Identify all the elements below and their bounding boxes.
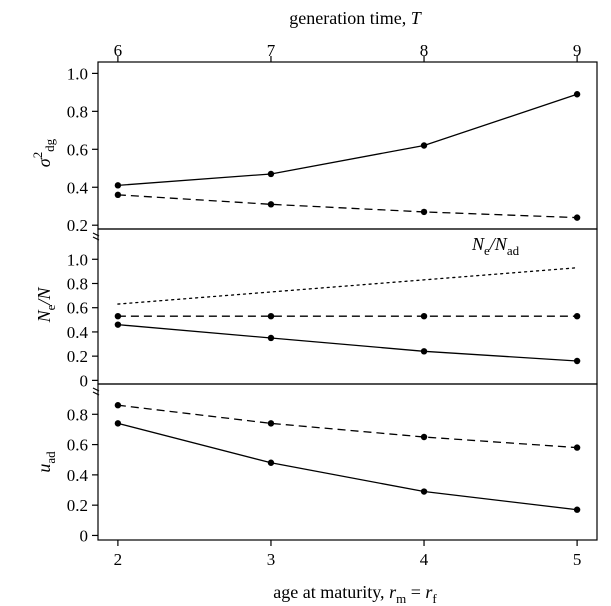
data-point: [573, 214, 581, 221]
data-point: [573, 91, 581, 98]
data-point: [573, 444, 581, 451]
panel-frame: [97, 383, 598, 541]
data-point: [267, 201, 275, 208]
data-point: [420, 488, 428, 495]
panel-frame: [97, 228, 598, 385]
panel-variance: 0.2 0.4 0.6 0.8 1.0: [67, 56, 598, 235]
top-axis-title: generation time, T: [289, 8, 422, 28]
series-line-dashed: [117, 194, 578, 219]
series-line-dashed: [117, 404, 578, 449]
data-point: [573, 312, 581, 320]
panel-u-ad: 0 0.2 0.4 0.6 0.8: [67, 383, 598, 546]
y-tick-label: 0.6: [67, 436, 88, 455]
data-point: [573, 357, 581, 365]
y-tick-label: 0.2: [67, 347, 88, 366]
y-tick-label: 0.6: [67, 299, 88, 318]
y-tick-label: 0: [80, 526, 89, 545]
y-tick-label: 0.4: [67, 323, 89, 342]
series-line-solid: [117, 93, 578, 187]
panel-frame: [97, 61, 598, 230]
bottom-tick-label: 4: [420, 550, 429, 569]
series-line-dotted: [117, 267, 578, 305]
data-point: [267, 170, 275, 178]
data-point: [267, 459, 275, 466]
top-tick-label: 7: [267, 41, 276, 60]
data-point: [420, 433, 428, 441]
bottom-panel-ylabel: uad: [34, 451, 58, 473]
axis-break: [92, 387, 100, 392]
data-point: [114, 420, 122, 427]
y-tick-label: 0: [80, 371, 89, 390]
data-point: [420, 312, 428, 320]
top-tick-label: 6: [114, 41, 123, 60]
top-axis-ticks: 6 7 8 9: [114, 41, 582, 60]
top-tick-label: 8: [420, 41, 429, 60]
y-tick-label: 0.8: [67, 274, 88, 293]
axis-break: [92, 232, 100, 237]
y-tick-label: 0.8: [67, 405, 88, 424]
ne-nad-annotation: Ne/Nad: [471, 234, 520, 258]
data-point: [573, 506, 581, 513]
data-point: [114, 321, 122, 328]
series-line-solid: [117, 324, 578, 362]
data-point: [267, 334, 275, 342]
middle-panel-ylabel: Ne/N: [34, 287, 58, 324]
bottom-axis-title: age at maturity, rm = rf: [273, 582, 437, 606]
data-point: [114, 182, 122, 189]
bottom-tick-label: 5: [573, 550, 582, 569]
data-point: [114, 402, 122, 409]
data-point: [114, 191, 122, 199]
axis-break: [92, 236, 100, 241]
y-tick-label: 0.2: [67, 496, 88, 515]
data-point: [420, 142, 428, 149]
y-tick-label: 0.4: [67, 178, 89, 197]
panel-ne-ratio: 0 0.2 0.4 0.6 0.8 1.0: [67, 228, 598, 390]
data-point: [420, 208, 428, 216]
data-point: [267, 420, 275, 427]
bottom-tick-label: 3: [267, 550, 276, 569]
top-panel-ylabel: σ2dg: [30, 138, 57, 167]
y-tick-label: 0.8: [67, 102, 88, 121]
data-point: [114, 312, 122, 320]
series-line-solid: [117, 422, 578, 511]
y-tick-label: 0.6: [67, 140, 88, 159]
top-tick-label: 9: [573, 41, 582, 60]
bottom-axis-ticks: 2 3 4 5: [114, 550, 582, 569]
y-tick-label: 1.0: [67, 64, 88, 83]
data-point: [267, 312, 275, 320]
y-tick-label: 0.4: [67, 466, 89, 485]
axis-break: [92, 391, 100, 396]
data-point: [420, 348, 428, 355]
y-tick-label: 0.2: [67, 216, 88, 235]
y-tick-label: 1.0: [67, 250, 88, 269]
bottom-tick-label: 2: [114, 550, 123, 569]
